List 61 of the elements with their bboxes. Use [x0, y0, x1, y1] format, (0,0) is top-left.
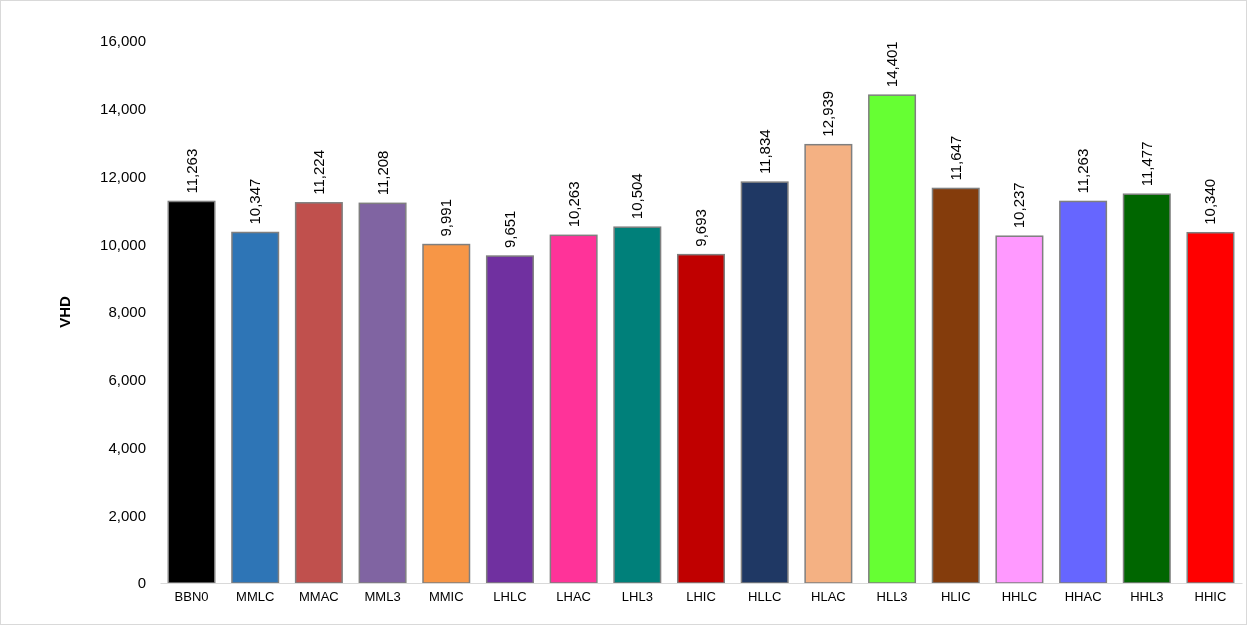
x-tick-label: MMLC	[236, 589, 275, 605]
x-tick-label: LHL3	[621, 589, 653, 605]
data-label: 11,224	[309, 150, 327, 195]
bar	[868, 94, 917, 584]
x-tick-label: HHAC	[1064, 589, 1102, 605]
bar	[1122, 193, 1171, 584]
x-tick-label: HHIC	[1194, 589, 1227, 605]
x-tick-label: HHLC	[1001, 589, 1038, 605]
data-label: 11,263	[182, 148, 200, 194]
bar	[931, 187, 980, 584]
x-tick-label: HLL3	[876, 589, 908, 605]
x-tick-label: HHL3	[1130, 589, 1164, 605]
data-label: 10,504	[628, 173, 646, 220]
data-label: 11,208	[373, 150, 391, 196]
x-tick-label: MML3	[364, 589, 401, 605]
data-label: 10,347	[246, 178, 264, 225]
bar	[167, 200, 216, 584]
x-tick-label: HLIC	[940, 589, 971, 605]
y-tick-label: 2,000	[108, 506, 146, 524]
x-tick-label: LHAC	[556, 589, 591, 605]
bar	[613, 226, 662, 584]
x-tick-label: MMAC	[299, 589, 339, 605]
data-label: 11,477	[1137, 141, 1155, 187]
y-tick-label: 8,000	[108, 303, 146, 321]
data-label: 10,237	[1010, 182, 1028, 229]
bar	[294, 202, 343, 584]
x-tick-label: LHLC	[493, 589, 527, 605]
x-tick-label: LHIC	[686, 589, 716, 605]
x-tick-label: HLLC	[748, 589, 782, 605]
x-tick-label: HLAC	[811, 589, 846, 605]
bar	[995, 235, 1044, 584]
bar	[549, 234, 598, 584]
bar	[1186, 231, 1235, 584]
bar	[740, 181, 789, 584]
data-label: 11,263	[1074, 148, 1092, 194]
bar	[231, 231, 280, 584]
y-tick-label: 16,000	[100, 32, 146, 50]
y-tick-label: 10,000	[100, 235, 146, 253]
bar	[677, 253, 725, 584]
y-tick-label: 6,000	[108, 371, 146, 389]
data-label: 9,991	[437, 199, 455, 237]
x-tick-label: BBN0	[174, 589, 209, 605]
bar	[1059, 200, 1108, 584]
data-label: 11,834	[755, 129, 773, 175]
data-label: 12,939	[819, 90, 837, 137]
data-label: 10,263	[564, 181, 582, 228]
y-tick-label: 12,000	[100, 167, 146, 185]
bar	[422, 243, 471, 584]
data-label: 11,647	[946, 135, 964, 181]
bar	[358, 202, 407, 584]
y-tick-label: 4,000	[108, 438, 146, 456]
data-label: 9,651	[500, 210, 518, 249]
x-tick-label: MMIC	[428, 589, 464, 605]
bar	[804, 143, 853, 584]
y-axis-title: VHD	[56, 296, 73, 328]
data-label: 14,401	[883, 41, 901, 88]
bar	[485, 255, 534, 584]
y-tick-label: 14,000	[100, 100, 146, 118]
data-label: 10,340	[1201, 178, 1219, 225]
y-tick-label: 0	[137, 574, 146, 592]
data-label: 9,693	[692, 209, 709, 247]
